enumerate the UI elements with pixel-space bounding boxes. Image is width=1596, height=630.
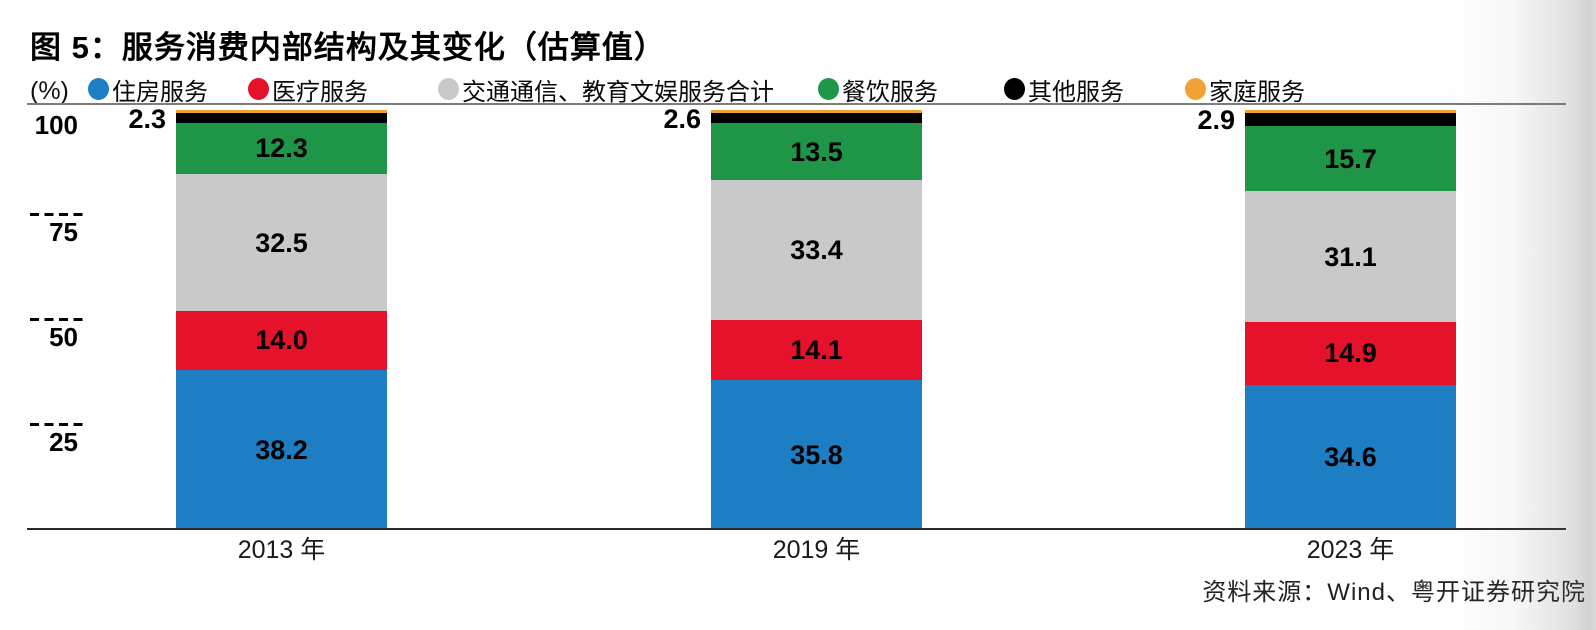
y-tick-dash <box>30 213 85 216</box>
segment-value-label: 12.3 <box>255 133 308 164</box>
legend-item: 医疗服务 <box>248 76 368 106</box>
segment-value-label: 2.9 <box>1197 105 1235 136</box>
bar-segment <box>176 174 387 311</box>
bar-segment <box>1245 322 1456 385</box>
legend-item-label: 家庭服务 <box>1209 78 1305 106</box>
bar-segment <box>1245 110 1456 114</box>
bar-segment <box>1245 125 1456 192</box>
legend-item-label: 医疗服务 <box>272 78 368 106</box>
x-axis-line <box>27 528 1566 530</box>
y-tick-label: 25 <box>49 427 78 457</box>
segment-value-label: 38.2 <box>255 434 308 465</box>
page-edge-shade <box>1446 0 1596 630</box>
bar-segment <box>1245 113 1456 126</box>
bar-segment <box>711 110 922 113</box>
segment-value-label: 2.6 <box>663 103 701 134</box>
chart-top-border <box>27 103 1566 105</box>
bar-segment <box>176 310 387 370</box>
legend-item-label: 交通通信、教育文娱服务合计 <box>462 78 774 106</box>
legend-item-label: 住房服务 <box>112 78 208 106</box>
source-note: 资料来源：Wind、粤开证券研究院 <box>1202 579 1586 606</box>
legend-swatch-icon <box>248 78 269 100</box>
segment-value-label: 31.1 <box>1324 241 1377 272</box>
legend-swatch-icon <box>1185 78 1206 100</box>
legend-swatch-icon <box>818 78 839 100</box>
legend-item: 家庭服务 <box>1185 76 1305 106</box>
figure-title: 图 5：服务消费内部结构及其变化（估算值） <box>30 30 666 65</box>
legend-swatch-icon <box>1004 78 1025 100</box>
x-category-label: 2019 年 <box>772 536 861 564</box>
legend-item-label: 餐饮服务 <box>842 78 938 106</box>
legend-item: 餐饮服务 <box>818 76 938 106</box>
legend-item-label: 其他服务 <box>1028 78 1124 106</box>
segment-value-label: 14.1 <box>790 335 843 366</box>
y-tick-label: 100 <box>34 110 78 140</box>
bar-segment <box>711 180 922 321</box>
legend-swatch-icon <box>88 78 109 100</box>
bar-segment <box>711 123 922 181</box>
y-tick-dash <box>30 423 85 426</box>
legend-item: 交通通信、教育文娱服务合计 <box>438 76 774 106</box>
x-category-label: 2013 年 <box>237 536 326 564</box>
legend-item: 住房服务 <box>88 76 208 106</box>
segment-value-label: 14.9 <box>1324 338 1377 369</box>
y-tick-dash <box>30 318 85 321</box>
segment-value-label: 2.3 <box>128 103 166 134</box>
y-axis-unit-label: (%) <box>30 77 69 105</box>
bar-segment <box>176 122 387 175</box>
bar-segment <box>711 112 922 124</box>
y-tick-label: 75 <box>49 217 78 247</box>
bar-segment <box>1245 384 1456 530</box>
bar-segment <box>176 110 387 113</box>
bar-segment <box>1245 191 1456 323</box>
bar-segment <box>176 112 387 123</box>
bar-segment <box>711 320 922 380</box>
legend-swatch-icon <box>438 78 459 100</box>
y-tick-label: 50 <box>49 322 78 352</box>
bar-segment <box>176 369 387 530</box>
bar-segment <box>711 379 922 530</box>
x-category-label: 2023 年 <box>1306 536 1395 564</box>
segment-value-label: 33.4 <box>790 235 843 266</box>
segment-value-label: 34.6 <box>1324 442 1377 473</box>
segment-value-label: 13.5 <box>790 136 843 167</box>
segment-value-label: 35.8 <box>790 439 843 470</box>
segment-value-label: 15.7 <box>1324 143 1377 174</box>
legend-item: 其他服务 <box>1004 76 1124 106</box>
segment-value-label: 14.0 <box>255 325 308 356</box>
segment-value-label: 32.5 <box>255 227 308 258</box>
